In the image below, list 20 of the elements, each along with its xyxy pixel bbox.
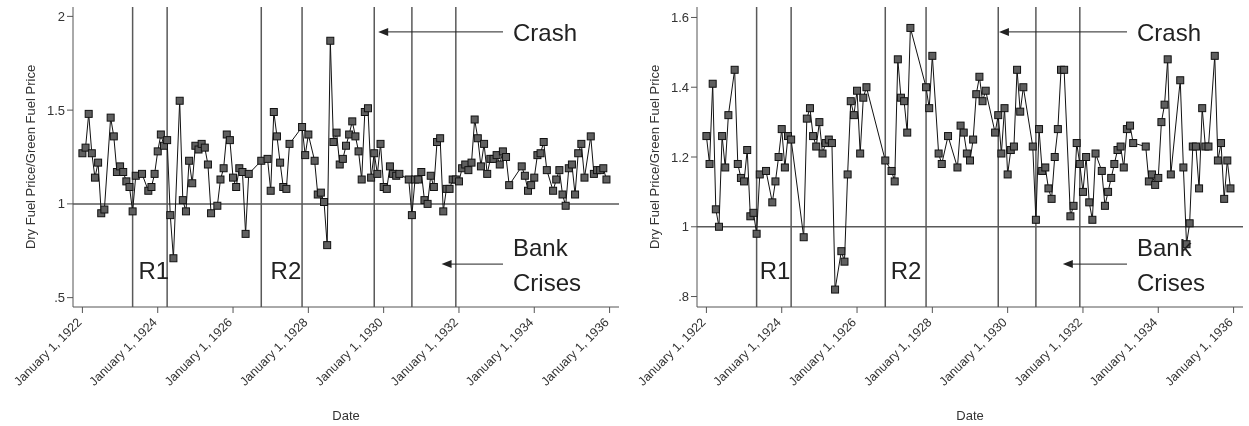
annotation: R2 xyxy=(270,256,302,284)
annotation: Bank Crises xyxy=(513,233,582,296)
y-tick-label: 1.5 xyxy=(46,102,65,118)
y-axis-title: Dry Fuel Price/Green Fuel Price xyxy=(22,64,38,250)
annotation: Crash xyxy=(1137,18,1202,46)
y-tick-label: .5 xyxy=(54,290,65,306)
y-tick-label: 1 xyxy=(57,196,65,212)
x-axis-title: Date xyxy=(332,408,360,423)
y-tick-label: 2 xyxy=(57,8,65,24)
y-tick-label: 1.6 xyxy=(670,10,689,26)
annotation: Bank Crises xyxy=(1137,233,1206,296)
y-tick-label: 1 xyxy=(681,219,689,235)
y-tick-label: 1.4 xyxy=(670,79,689,95)
annotation: R1 xyxy=(759,256,791,284)
annotation: Crash xyxy=(513,18,578,46)
annotation: R2 xyxy=(890,256,922,284)
y-axis-title: Dry Fuel Price/Green Fuel Price xyxy=(646,64,662,250)
x-axis-title: Date xyxy=(956,408,984,423)
y-tick-label: .8 xyxy=(678,289,689,305)
y-tick-label: 1.2 xyxy=(670,149,689,165)
